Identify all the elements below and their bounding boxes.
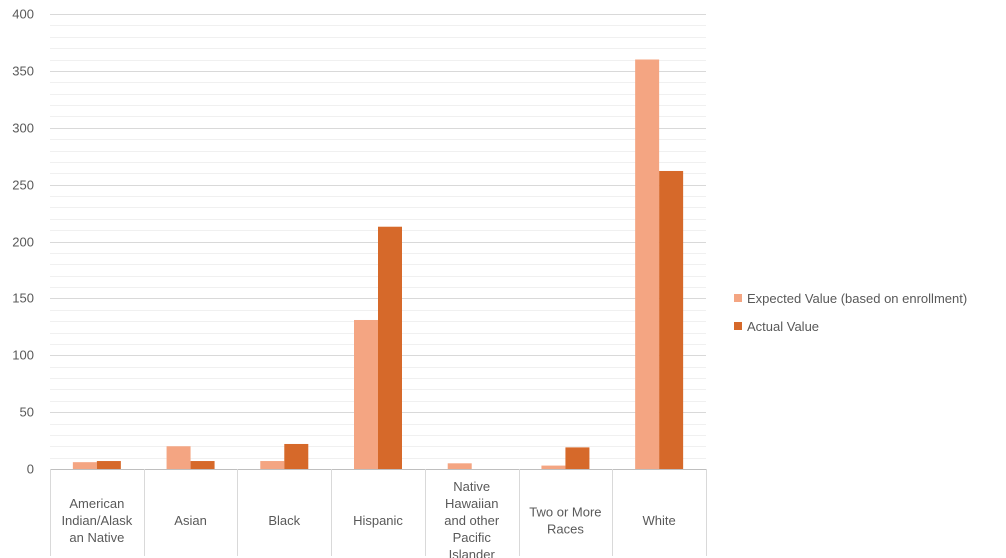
y-tick-label: 200 xyxy=(12,235,34,250)
x-category-label: Asian xyxy=(174,513,207,528)
y-tick-label: 100 xyxy=(12,348,34,363)
bar-actual xyxy=(284,443,309,469)
bar-actual xyxy=(378,226,402,469)
legend-label-expected: Expected Value (based on enrollment) xyxy=(747,290,968,306)
bar-expected xyxy=(541,465,566,469)
y-tick-label: 300 xyxy=(12,121,34,136)
bar-actual xyxy=(659,170,684,469)
x-category-label-line: an Native xyxy=(69,530,124,545)
labels: 0 50 100 150 200 250 300 350 400 American Indian/A… xyxy=(12,7,675,558)
y-tick-label: 50 xyxy=(20,405,34,420)
legend: Expected Value (based on enrollment) Act… xyxy=(734,288,967,344)
x-category-label-line: Islander xyxy=(449,547,496,558)
x-category-label: White xyxy=(643,513,676,528)
legend-swatch-expected xyxy=(734,294,742,302)
axes xyxy=(50,469,707,556)
x-category-label-line: Hispanic xyxy=(353,513,403,528)
x-category-label: Black xyxy=(268,513,300,528)
x-category-label-line: White xyxy=(643,513,676,528)
x-category-label-line: Two or More xyxy=(529,505,601,520)
bar-expected xyxy=(354,319,378,469)
x-category-label: Two or More Races xyxy=(529,505,601,537)
y-tick-label: 150 xyxy=(12,291,34,306)
x-category-label-line: Native xyxy=(453,479,490,494)
legend-swatch-actual xyxy=(734,322,742,330)
y-tick-label: 400 xyxy=(12,7,34,22)
x-category-label-line: Indian/Alask xyxy=(61,513,132,528)
x-category-label-line: American xyxy=(69,496,124,511)
y-tick-label: 350 xyxy=(12,64,34,79)
legend-label-actual: Actual Value xyxy=(747,318,820,334)
bar-expected xyxy=(635,59,660,469)
bar-actual xyxy=(96,461,121,469)
bars xyxy=(72,59,684,469)
x-category-label: American Indian/Alask an Native xyxy=(61,496,132,545)
bar-expected xyxy=(447,463,472,469)
x-category-label: Hispanic xyxy=(353,513,403,528)
bar-expected xyxy=(166,446,191,469)
x-category-label-line: and other xyxy=(444,513,500,528)
legend-item-actual: Actual Value xyxy=(734,316,967,336)
x-category-label-line: Races xyxy=(547,522,584,537)
bar-actual xyxy=(190,461,215,469)
x-category-label-line: Pacific xyxy=(453,530,492,545)
bar-expected xyxy=(260,461,285,469)
x-category-label: Native Hawaiian and other Pacific Islander xyxy=(444,479,500,558)
bar-actual xyxy=(565,447,590,469)
y-tick-label: 250 xyxy=(12,178,34,193)
x-category-label-line: Hawaiian xyxy=(445,496,498,511)
bar-expected xyxy=(72,462,97,469)
y-tick-label: 0 xyxy=(27,462,34,477)
legend-item-expected: Expected Value (based on enrollment) xyxy=(734,288,967,308)
x-category-label-line: Asian xyxy=(174,513,207,528)
x-category-label-line: Black xyxy=(268,513,300,528)
